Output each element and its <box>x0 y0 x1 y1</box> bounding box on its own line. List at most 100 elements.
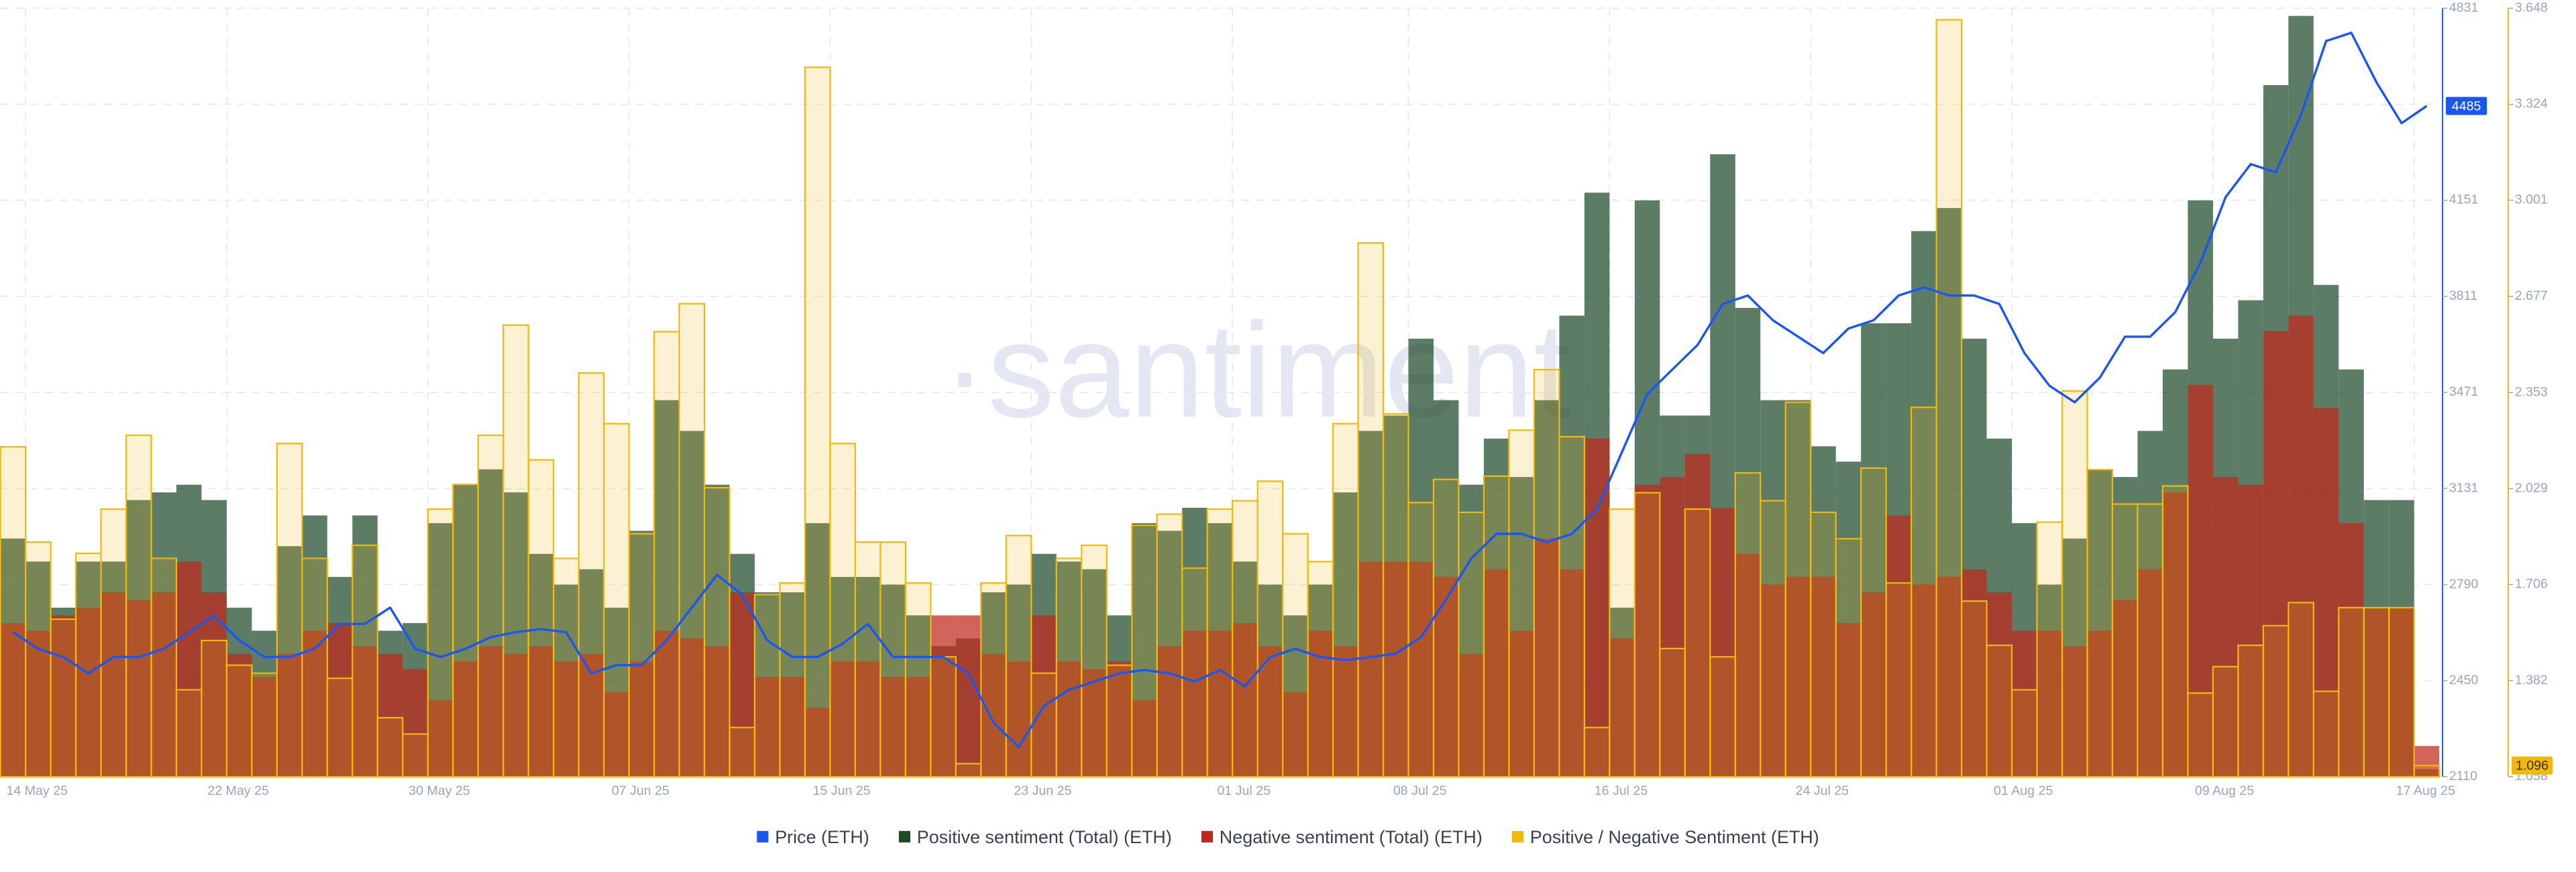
x-tick-label: 14 May 25 <box>7 783 68 798</box>
bar <box>2137 569 2163 777</box>
bar <box>1432 478 1460 778</box>
bar <box>1785 577 1811 777</box>
bar <box>2161 485 2189 778</box>
bar <box>955 615 981 777</box>
bar <box>1131 525 1158 778</box>
bar <box>1081 669 1107 777</box>
bar <box>1031 615 1057 777</box>
bar <box>201 639 228 778</box>
bar <box>1734 472 1762 778</box>
bar <box>880 677 906 777</box>
bar <box>2339 523 2364 777</box>
bar <box>1156 513 1183 778</box>
bar <box>402 669 428 777</box>
bar <box>2363 606 2390 778</box>
bar <box>1332 423 1359 778</box>
bar <box>1609 638 1635 777</box>
bar <box>2187 692 2214 778</box>
bar <box>376 716 404 778</box>
bar <box>24 541 52 778</box>
bar <box>377 653 403 777</box>
bar <box>126 600 152 777</box>
bar <box>704 646 730 777</box>
bar <box>1307 561 1334 778</box>
bar <box>905 677 931 777</box>
bar <box>1835 538 1862 778</box>
bar <box>100 508 127 778</box>
bar <box>1181 567 1208 778</box>
legend-label: Negative sentiment (Total) (ETH) <box>1220 827 1483 847</box>
bar <box>981 653 1006 777</box>
x-tick-label: 01 Aug 25 <box>1994 783 2053 798</box>
bar <box>1358 561 1384 777</box>
bar <box>1283 692 1308 777</box>
x-tick-label: 22 May 25 <box>207 783 269 798</box>
bar <box>2288 315 2314 777</box>
bar <box>653 331 680 778</box>
bar <box>225 664 253 778</box>
bar <box>2061 646 2088 777</box>
bar <box>904 582 932 778</box>
bar <box>1660 477 1685 777</box>
price-last-badge-label: 4485 <box>2452 99 2481 113</box>
y2-tick-label: 2.029 <box>2515 481 2548 496</box>
x-tick-label: 23 Jun 25 <box>1014 783 1071 798</box>
bar <box>955 763 982 778</box>
legend-swatch <box>757 830 769 842</box>
bar <box>0 445 27 778</box>
bar <box>1106 661 1132 777</box>
bar <box>251 672 278 778</box>
bar <box>1584 438 1610 777</box>
bar <box>50 615 76 777</box>
ratio-last-badge-label: 1.096 <box>2516 759 2548 773</box>
bar <box>1986 644 2013 778</box>
bar <box>2212 665 2239 778</box>
bar <box>527 459 555 778</box>
bar <box>1458 653 1484 777</box>
bar <box>2338 606 2365 778</box>
x-tick-label: 09 Aug 25 <box>2195 783 2254 798</box>
legend-label: Positive / Negative Sentiment (ETH) <box>1530 827 1819 847</box>
bar <box>1408 561 1434 777</box>
bar <box>427 508 454 778</box>
bar <box>427 700 453 777</box>
bar <box>151 592 176 777</box>
bar <box>729 592 755 777</box>
bar <box>1206 508 1234 778</box>
bar <box>1659 647 1686 778</box>
bar <box>2162 492 2188 777</box>
bar <box>553 557 580 778</box>
bar <box>1182 631 1208 777</box>
bar <box>830 661 855 777</box>
bar <box>1936 577 1962 777</box>
bar <box>503 653 529 777</box>
bar <box>2087 631 2112 777</box>
bar <box>829 443 857 778</box>
bar <box>1382 413 1409 778</box>
bar <box>1935 19 1963 778</box>
bar <box>301 557 328 778</box>
x-tick-label: 08 Jul 25 <box>1393 783 1447 798</box>
bar <box>101 592 127 777</box>
bar <box>729 726 756 778</box>
x-tick-label: 17 Aug 25 <box>2396 783 2455 798</box>
x-tick-label: 16 Jul 25 <box>1595 783 1648 798</box>
y2-tick-label: 1.706 <box>2515 577 2548 592</box>
bar <box>1885 582 1913 778</box>
bar <box>477 434 504 778</box>
bar <box>1735 553 1761 777</box>
bar <box>628 533 655 778</box>
bar <box>252 677 277 777</box>
price-last-badge <box>2445 97 2487 115</box>
bar <box>679 638 705 777</box>
bar <box>176 561 202 777</box>
bar <box>1911 584 1937 777</box>
y-tick-label: 4831 <box>2449 0 2479 15</box>
bar <box>352 544 378 778</box>
y2-tick-label: 1.382 <box>2515 673 2548 688</box>
bar <box>1232 500 1258 778</box>
y-tick-label: 2790 <box>2449 577 2479 592</box>
bar <box>2388 606 2415 778</box>
watermark: ·santiment <box>943 294 1571 445</box>
